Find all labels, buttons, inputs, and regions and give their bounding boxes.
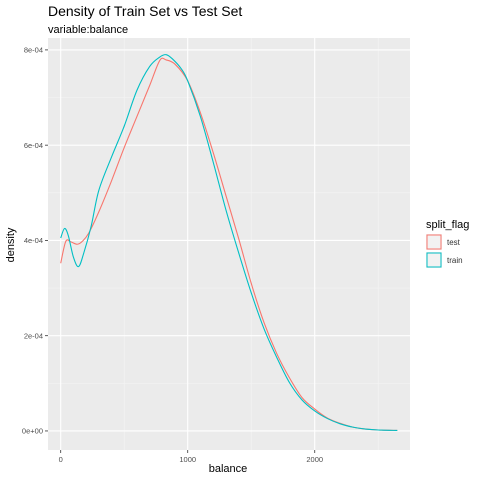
x-tick-label: 0 [59, 455, 63, 464]
x-tick-label: 1000 [179, 455, 196, 464]
minor-gridlines [48, 38, 410, 450]
y-tick-label: 6e-04 [24, 141, 43, 150]
chart-title: Density of Train Set vs Test Set [48, 3, 242, 19]
legend-key-train [426, 252, 442, 268]
major-gridlines [48, 38, 410, 450]
plot-panel [48, 38, 410, 450]
series-line-train [60, 54, 398, 432]
legend-label-test: test [447, 238, 461, 247]
y-axis-title: density [5, 227, 17, 262]
y-tick-label: 8e-04 [24, 46, 43, 55]
y-tick-label: 2e-04 [24, 331, 43, 340]
legend: split_flag test train [426, 219, 469, 268]
y-axis: 0e+00 2e-04 4e-04 6e-04 8e-04 [22, 46, 48, 436]
y-tick-label: 4e-04 [24, 236, 43, 245]
x-axis: 0 1000 2000 [59, 450, 323, 464]
legend-label-train: train [447, 256, 463, 265]
x-axis-title: balance [209, 463, 248, 475]
y-tick-label: 0e+00 [22, 427, 43, 436]
x-tick-label: 2000 [306, 455, 323, 464]
legend-key-bg [426, 252, 442, 268]
legend-key-test [426, 234, 442, 250]
chart-subtitle: variable:balance [48, 24, 128, 36]
series-lines [60, 54, 398, 432]
legend-title: split_flag [426, 219, 469, 231]
legend-key-bg [426, 234, 442, 250]
